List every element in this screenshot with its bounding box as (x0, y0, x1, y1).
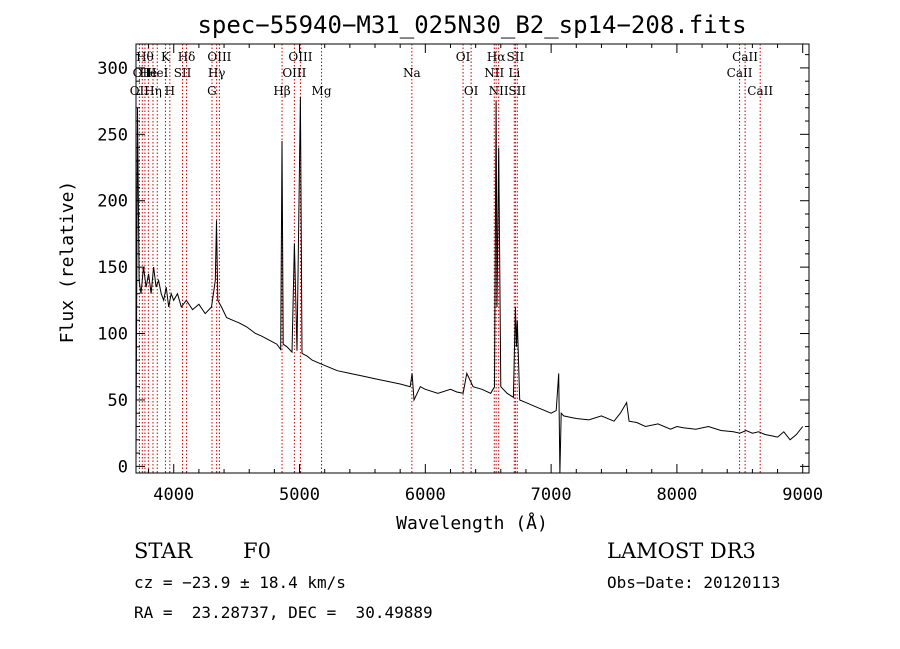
x-tick-label: 9000 (782, 485, 823, 505)
spectral-line-label: NII (484, 66, 504, 80)
spectral-line-label: CaII (727, 66, 753, 80)
spectral-line-label: Hβ (273, 84, 290, 98)
spectral-line-label: Hγ (208, 66, 226, 80)
redshift-readout: cz = −23.9 ± 18.4 km/s (134, 573, 346, 592)
chart-title: spec−55940−M31_025N30_B2_sp14−208.fits (197, 11, 746, 39)
spectral-line-label: CaII (747, 84, 773, 98)
coordinates-readout: RA = 23.28737, DEC = 30.49889 (134, 603, 433, 622)
y-tick-label: 200 (97, 192, 128, 212)
spectral-line-labels: OII OII Hθ He Hη HeI K H SII Hδ G Hγ OIII Hβ OIII OIII M… (130, 50, 774, 98)
spectral-line-label: K (161, 50, 171, 64)
spectral-line-label: He (140, 66, 158, 80)
plot-frame (135, 43, 810, 474)
spectral-line-label: HeI (146, 66, 169, 80)
x-tick-label: 7000 (531, 485, 572, 505)
spectral-line-label: Hθ (136, 50, 154, 64)
spectral-line-markers (138, 44, 761, 473)
spectral-line-label: G (207, 84, 217, 98)
spectral-line-label: NII (489, 84, 509, 98)
spectral-line-label: Li (508, 66, 520, 80)
y-tick-label: 150 (97, 258, 128, 278)
spectral-line-label: Hη (144, 84, 162, 98)
spectral-line-label: OII (133, 66, 153, 80)
spectral-line-label: OIII (288, 50, 312, 64)
object-subclass: F0 (243, 539, 271, 563)
spectral-line-label: Mg (312, 84, 332, 98)
x-axis-label: Wavelength (Å) (396, 512, 548, 534)
y-tick-label: 100 (97, 325, 128, 345)
spectral-line-label: OIII (282, 66, 306, 80)
spectral-line-label: SII (507, 50, 525, 64)
y-tick-label: 250 (97, 125, 128, 145)
spectral-line-label: Hα (487, 50, 506, 64)
x-tick-label: 8000 (656, 485, 697, 505)
spectral-line-label: SII (174, 66, 192, 80)
spectral-line-label: H (165, 84, 175, 98)
spectral-line-label: CaII (732, 50, 758, 64)
spectral-line-label: SII (508, 84, 526, 98)
spectral-line-label: OI (456, 50, 471, 64)
axis-ticks: 4000 5000 6000 7000 8000 9000 0 50 100 150 200 250 3… (97, 44, 823, 505)
spectrum-series-line (135, 97, 804, 474)
spectral-line-label: OI (464, 84, 479, 98)
y-tick-label: 50 (108, 391, 128, 411)
y-tick-label: 0 (118, 457, 128, 477)
x-tick-label: 4000 (153, 485, 194, 505)
x-tick-label: 5000 (279, 485, 320, 505)
y-tick-label: 300 (97, 59, 128, 79)
x-tick-label: 6000 (405, 485, 446, 505)
spectral-line-label: Na (403, 66, 421, 80)
survey-name: LAMOST DR3 (607, 539, 756, 563)
object-class: STAR (134, 539, 193, 563)
spectral-line-label: OIII (207, 50, 231, 64)
y-axis-label: Flux (relative) (57, 181, 78, 344)
spectral-line-label: OII (130, 84, 150, 98)
spectral-line-label: Hδ (178, 50, 196, 64)
observation-date: Obs−Date: 20120113 (607, 573, 781, 592)
